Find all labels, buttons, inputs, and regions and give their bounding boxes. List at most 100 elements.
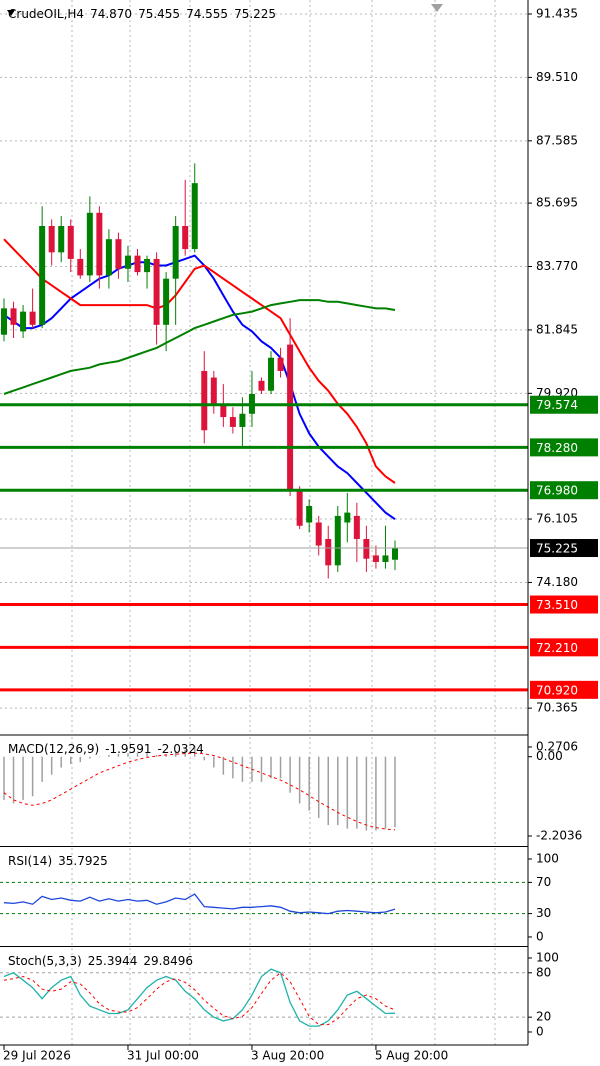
macd-bar: [155, 754, 158, 757]
candle-body: [134, 255, 141, 273]
macd-bar: [203, 756, 206, 761]
y-tick-label: 91.435: [536, 7, 578, 21]
candle-body: [306, 506, 313, 523]
indicator-value: 75.225: [234, 7, 276, 21]
candle-body: [153, 258, 160, 325]
candle-body: [325, 538, 332, 566]
candle-body: [277, 357, 284, 371]
candle-body: [210, 377, 217, 404]
candle-body: [363, 538, 370, 559]
macd-bar: [279, 756, 282, 779]
indicator-name: MACD(12,26,9): [8, 742, 99, 756]
candle-body: [239, 413, 246, 427]
y-tick-label: 20: [536, 1010, 551, 1024]
level-label: 70.920: [536, 683, 578, 697]
y-tick-label: 85.695: [536, 196, 578, 210]
macd-bar: [60, 756, 62, 768]
indicator-value: 29.8496: [143, 954, 193, 968]
candle-body: [115, 239, 122, 269]
candle-body: [20, 311, 27, 332]
macd-bar: [22, 756, 24, 800]
x-tick-label: 31 Jul 00:00: [127, 1049, 199, 1063]
level-label: 76.980: [536, 484, 578, 498]
candle-body: [191, 183, 198, 250]
candle-body: [220, 403, 227, 418]
candle-body: [124, 255, 131, 269]
candle-body: [258, 380, 265, 391]
macd-bar: [79, 756, 82, 763]
level-label: 78.280: [536, 441, 578, 455]
y-tick-label: 70: [536, 875, 551, 889]
candle-body: [39, 225, 46, 325]
candle-body: [10, 308, 17, 325]
macd-bar: [108, 754, 110, 757]
y-tick-label: 0: [536, 1024, 544, 1038]
macd-bar: [394, 756, 396, 828]
current-price-box: [530, 539, 598, 558]
macd-bar: [174, 751, 177, 757]
current-price-label: 75.225: [536, 542, 578, 556]
y-tick-label: -2.2036: [536, 828, 582, 842]
candle-body: [67, 225, 74, 259]
macd-bar: [327, 756, 329, 826]
candle-body: [29, 311, 36, 325]
level-box: [530, 595, 598, 614]
candle-body: [287, 344, 294, 490]
candle-body: [86, 212, 93, 276]
candle-body: [268, 357, 275, 391]
macd-bar: [298, 756, 301, 804]
y-tick-label: 0.2706: [536, 739, 578, 753]
candle-body: [182, 225, 189, 250]
y-tick-label: 87.585: [536, 133, 578, 147]
x-tick-label: 3 Aug 20:00: [251, 1049, 324, 1063]
level-label: 72.210: [536, 641, 578, 655]
x-tick-label: 5 Aug 20:00: [375, 1049, 448, 1063]
macd-bar: [289, 756, 291, 793]
macd-bar: [337, 756, 339, 826]
candle-body: [58, 225, 65, 253]
macd-bar: [98, 756, 101, 758]
macd-bar: [41, 756, 43, 782]
macd-bar: [375, 756, 377, 831]
panel-header: Stoch(5,3,3) 25.3944 29.8496: [8, 954, 193, 968]
y-tick-label: 81.845: [536, 322, 578, 336]
candle-body: [144, 258, 151, 273]
level-box: [530, 395, 598, 414]
level-box: [530, 438, 598, 457]
indicator-line: [3, 968, 396, 1027]
indicator-line: [3, 972, 396, 1026]
y-tick-label: 74.180: [536, 575, 578, 589]
macd-bar: [260, 756, 263, 782]
macd-bar: [117, 753, 120, 757]
macd-bar: [184, 749, 186, 757]
macd-bar: [50, 756, 53, 775]
candle-body: [296, 489, 303, 526]
y-tick-label: 89.510: [536, 70, 578, 84]
candle-body: [344, 512, 351, 523]
indicator-value: 74.555: [186, 7, 228, 21]
indicator-value: 25.3944: [88, 954, 138, 968]
candle-body: [96, 212, 103, 276]
macd-bar: [193, 745, 196, 757]
panel-header: RSI(14) 35.7925: [8, 854, 108, 868]
macd-bar: [136, 753, 139, 757]
y-tick-label: 76.105: [536, 512, 578, 526]
shift-marker: [431, 4, 443, 12]
x-tick-label: 29 Jul 2026: [3, 1049, 71, 1063]
indicator-value: 35.7925: [58, 854, 108, 868]
level-box: [530, 481, 598, 500]
indicator-value: 75.455: [138, 7, 180, 21]
macd-bar: [308, 756, 310, 811]
candle-body: [229, 417, 236, 427]
candle-body: [1, 308, 7, 335]
y-tick-label: 83.770: [536, 259, 578, 273]
moving-average: [3, 254, 396, 521]
y-tick-label: 0: [536, 929, 544, 943]
indicator-value: -2.0324: [157, 742, 203, 756]
macd-bar: [317, 756, 320, 818]
candle-body: [334, 515, 341, 566]
indicator-value: 74.870: [90, 7, 132, 21]
macd-bar: [241, 756, 244, 782]
